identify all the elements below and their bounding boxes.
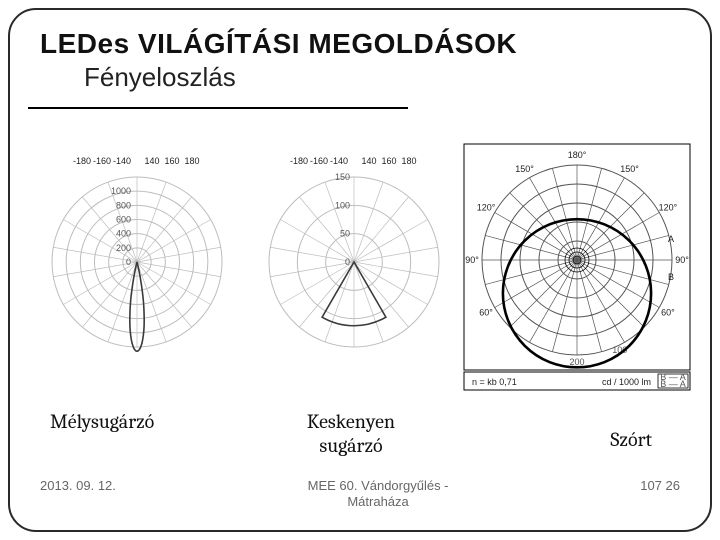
svg-text:50: 50 [339,229,349,239]
slide-title: LEDes VILÁGÍTÁSI MEGOLDÁSOK [40,28,680,60]
title-block: LEDes VILÁGÍTÁSI MEGOLDÁSOK Fényeloszlás [10,10,710,101]
svg-text:140: 140 [144,156,159,166]
svg-text:-140: -140 [329,156,347,166]
svg-text:120°: 120° [477,203,496,213]
svg-text:600: 600 [115,215,130,225]
svg-text:-160: -160 [309,156,327,166]
svg-text:cd / 1000 lm: cd / 1000 lm [602,377,651,387]
footer-page: 107 26 [640,478,680,493]
svg-text:B — A: B — A [660,379,686,389]
polar-svg-2: 0 50 100 150 -180-160-140 140 160 180 [249,152,459,382]
footer-center-l1: MEE 60. Vándorgyűlés - [308,478,449,493]
captions-row: Mélysugárzó Keskenyen sugárzó Szórt [28,410,692,458]
footer: 2013. 09. 12. MEE 60. Vándorgyűlés - Mát… [40,478,680,518]
polar-chart-deep: 0 200 400 600 800 1000 -180-160-140 140 160 180 [28,152,245,382]
svg-text:400: 400 [115,229,130,239]
svg-text:B: B [668,272,674,282]
polar-chart-diffuse: 120°150°180°150°120°90°60°60°90°100200AB… [462,142,692,392]
svg-text:-180: -180 [72,156,90,166]
svg-text:200: 200 [115,243,130,253]
footer-center: MEE 60. Vándorgyűlés - Mátraháza [308,478,449,511]
caption-center-l2: sugárzó [319,434,382,457]
svg-text:160: 160 [381,156,396,166]
polar-svg-1: 0 200 400 600 800 1000 -180-160-140 140 160 180 [32,152,242,382]
svg-text:-160: -160 [92,156,110,166]
svg-text:180°: 180° [568,150,587,160]
svg-text:180: 180 [184,156,199,166]
svg-text:150°: 150° [515,164,534,174]
svg-text:160: 160 [164,156,179,166]
caption-center: Keskenyen sugárzó [251,410,452,458]
polar-chart-narrow: 0 50 100 150 -180-160-140 140 160 180 [245,152,462,382]
caption-right: Szórt [451,410,692,458]
charts-row: 02004006008001000-180-160-140140160180 0… [28,142,692,392]
svg-text:120°: 120° [659,203,678,213]
polar-svg-3: 120°150°180°150°120°90°60°60°90°100200AB… [462,142,692,392]
footer-center-l2: Mátraháza [347,494,408,509]
svg-text:A: A [668,234,674,244]
svg-text:0: 0 [344,257,349,267]
svg-text:1000: 1000 [110,186,130,196]
svg-text:90°: 90° [465,255,479,265]
svg-text:n = kb 0,71: n = kb 0,71 [472,377,517,387]
svg-text:60°: 60° [661,308,675,318]
svg-text:90°: 90° [675,255,689,265]
caption-left: Mélysugárzó [28,410,251,458]
svg-text:150: 150 [334,172,349,182]
title-rule [28,107,408,109]
svg-text:140: 140 [361,156,376,166]
svg-text:60°: 60° [479,308,493,318]
svg-text:200: 200 [569,357,584,367]
svg-text:180: 180 [401,156,416,166]
svg-text:800: 800 [115,200,130,210]
caption-center-l1: Keskenyen [307,410,395,433]
slide-subtitle: Fényeloszlás [40,62,680,93]
footer-date: 2013. 09. 12. [40,478,116,493]
svg-text:150°: 150° [620,164,639,174]
svg-text:0: 0 [125,257,130,267]
svg-text:-180: -180 [289,156,307,166]
svg-text:100: 100 [334,200,349,210]
svg-text:-140: -140 [112,156,130,166]
slide-frame: LEDes VILÁGÍTÁSI MEGOLDÁSOK Fényeloszlás… [8,8,712,532]
